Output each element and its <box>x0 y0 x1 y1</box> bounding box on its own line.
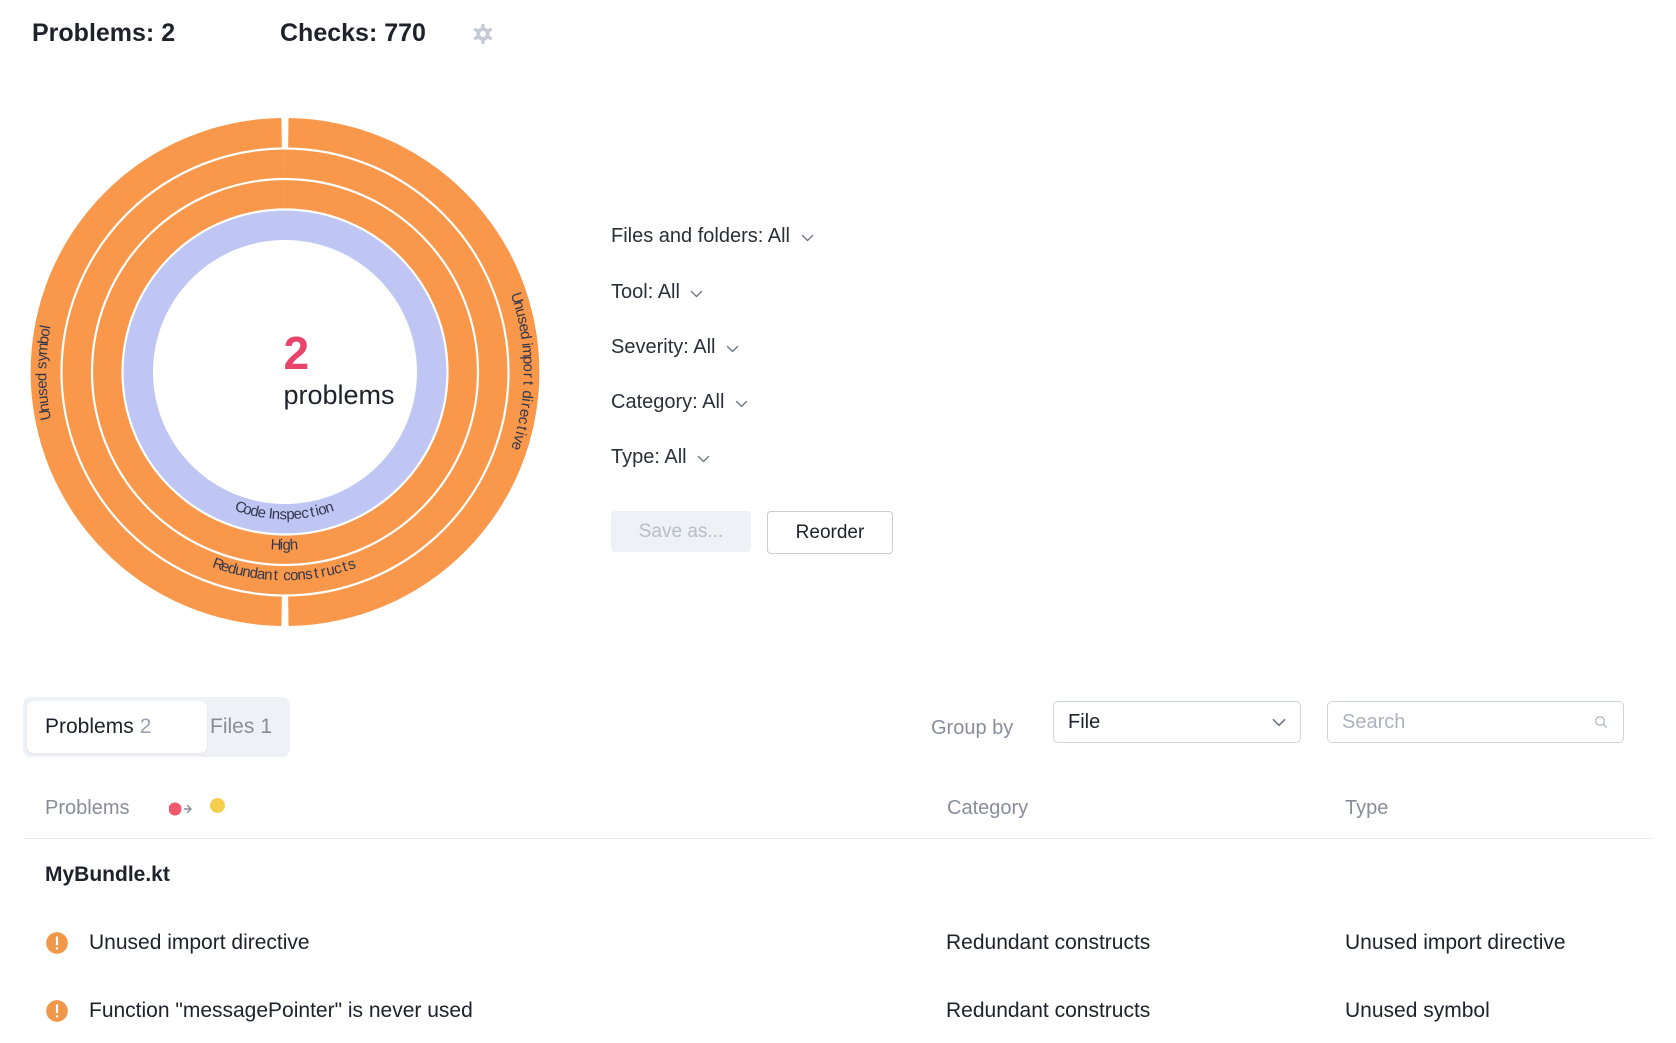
svg-text:d: d <box>33 373 50 382</box>
svg-text:n: n <box>264 566 274 584</box>
svg-text:r: r <box>520 373 537 378</box>
svg-text:h: h <box>289 536 298 553</box>
svg-text:o: o <box>520 363 537 372</box>
